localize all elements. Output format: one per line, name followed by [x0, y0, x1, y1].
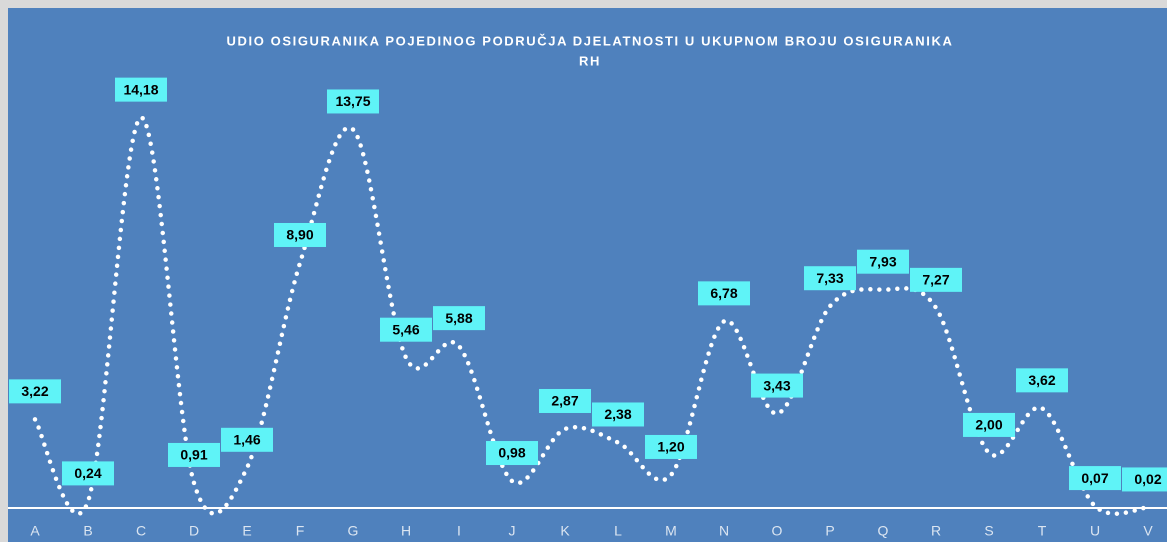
data-label: 7,33 — [816, 270, 843, 286]
x-tick-label: P — [825, 523, 834, 539]
label-box — [698, 281, 750, 306]
data-label: 0,98 — [498, 445, 525, 461]
data-label: 1,46 — [233, 432, 260, 448]
x-tick-label: C — [136, 523, 146, 539]
x-tick-label: H — [401, 523, 411, 539]
label-box — [751, 373, 803, 398]
label-box — [327, 89, 379, 114]
label-box — [645, 434, 697, 459]
label-box — [9, 379, 61, 404]
x-tick-label: N — [719, 523, 729, 539]
x-tick-label: Q — [878, 523, 889, 539]
x-tick-label: O — [772, 523, 783, 539]
label-box — [592, 402, 644, 427]
data-label: 5,88 — [445, 310, 472, 326]
data-label: 3,62 — [1028, 372, 1055, 388]
data-label: 0,02 — [1134, 471, 1161, 487]
data-label: 13,75 — [335, 93, 370, 109]
label-box — [857, 249, 909, 274]
label-box — [539, 388, 591, 413]
x-tick-label: B — [83, 523, 92, 539]
x-tick-label: F — [296, 523, 305, 539]
label-box — [62, 461, 114, 486]
label-box — [380, 317, 432, 342]
label-box — [433, 306, 485, 331]
label-box — [115, 77, 167, 102]
x-tick-label: V — [1143, 523, 1153, 539]
x-tick-label: G — [348, 523, 359, 539]
x-tick-label: M — [665, 523, 677, 539]
label-box — [1069, 466, 1121, 491]
data-label: 5,46 — [392, 321, 419, 337]
label-box — [168, 442, 220, 467]
data-label: 3,43 — [763, 377, 790, 393]
data-label: 0,07 — [1081, 470, 1108, 486]
x-tick-label: S — [984, 523, 993, 539]
data-label: 7,93 — [869, 253, 896, 269]
data-label: 2,87 — [551, 393, 578, 409]
label-box — [274, 222, 326, 247]
data-label: 2,00 — [975, 417, 1002, 433]
data-label: 8,90 — [286, 227, 313, 243]
x-tick-label: U — [1090, 523, 1100, 539]
label-box — [221, 427, 273, 452]
data-label: 2,38 — [604, 406, 631, 422]
x-tick-label: K — [560, 523, 570, 539]
label-box — [1016, 368, 1068, 393]
data-label: 0,91 — [180, 447, 207, 463]
data-label: 6,78 — [710, 285, 737, 301]
data-label: 0,24 — [74, 465, 101, 481]
x-tick-label: R — [931, 523, 941, 539]
x-tick-label: A — [30, 523, 40, 539]
x-tick-label: D — [189, 523, 199, 539]
label-box — [910, 267, 962, 292]
x-tick-label: J — [509, 523, 516, 539]
x-tick-label: I — [457, 523, 461, 539]
data-label: 3,22 — [21, 383, 48, 399]
label-box — [1122, 467, 1167, 492]
x-tick-label: T — [1038, 523, 1047, 539]
label-box — [963, 412, 1015, 437]
chart-title: UDIO OSIGURANIKA POJEDINOG PODRUČJA DJEL… — [227, 33, 954, 48]
x-tick-label: E — [242, 523, 251, 539]
x-tick-label: L — [614, 523, 622, 539]
label-box — [804, 266, 856, 291]
label-box — [486, 441, 538, 466]
data-label: 14,18 — [123, 81, 158, 97]
data-label: 1,20 — [657, 439, 684, 455]
data-label: 7,27 — [922, 272, 949, 288]
data-line — [32, 115, 1151, 516]
chart-subtitle: RH — [579, 53, 601, 68]
